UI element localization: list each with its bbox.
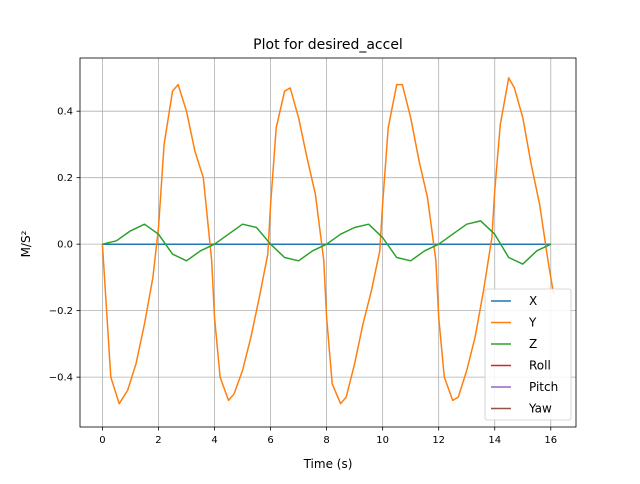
x-tick-label: 2 [155,435,161,446]
legend-label-roll: Roll [529,359,551,373]
legend-label-y: Y [528,316,537,330]
x-tick-label: 12 [432,435,445,446]
x-tick-label: 16 [544,435,557,446]
legend-label-pitch: Pitch [529,380,558,394]
chart-title: Plot for desired_accel [253,37,403,53]
legend-box [484,288,572,421]
x-tick-label: 6 [267,435,273,446]
legend-label-x: X [529,294,537,308]
x-tick-label: 8 [323,435,329,446]
x-axis-label: Time (s) [303,457,353,471]
series-line-z [102,220,552,265]
tick-layer: 0 2 4 6 8 10 12 14 16 −0.4 −0.2 0.0 0.2 0.4 [49,107,557,446]
x-tick-label: 10 [376,435,389,446]
legend-label-z: Z [529,337,537,351]
y-axis-label: M/S² [19,230,33,257]
series-line-y [101,77,555,405]
legend-label-yaw: Yaw [528,402,552,416]
x-tick-label: 4 [211,435,217,446]
y-tick-label: −0.4 [49,373,73,384]
y-tick-label: 0.2 [57,173,73,184]
y-tick-label: 0.0 [57,240,73,251]
legend: XYZ Roll Pitch Yaw [484,288,572,421]
x-tick-label: 0 [99,435,105,446]
y-tick-label: 0.4 [57,107,73,118]
plot-frame [79,57,577,428]
series-layer [101,77,555,405]
x-tick-label: 14 [488,435,501,446]
y-tick-label: −0.2 [49,306,73,317]
